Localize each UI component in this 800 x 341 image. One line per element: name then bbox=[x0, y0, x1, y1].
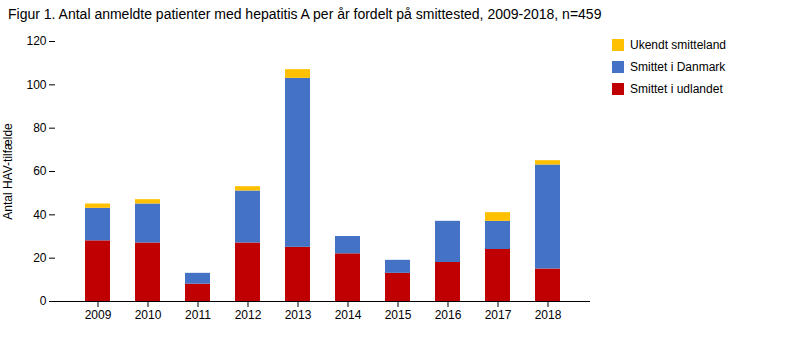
svg-text:80: 80 bbox=[33, 121, 47, 135]
svg-text:2015: 2015 bbox=[385, 308, 412, 322]
html-text:Smittet i Danmark: Smittet i Danmark bbox=[630, 60, 726, 74]
svg-text:2013: 2013 bbox=[285, 308, 312, 322]
svg-text:120: 120 bbox=[26, 34, 46, 48]
html-text:Ukendt smitteland: Ukendt smitteland bbox=[630, 38, 726, 52]
svg-text:2016: 2016 bbox=[435, 308, 462, 322]
svg-text:2012: 2012 bbox=[235, 308, 262, 322]
svg-text:2009: 2009 bbox=[85, 308, 112, 322]
svg-text:Antal HAV-tilfælde: Antal HAV-tilfælde bbox=[1, 123, 15, 220]
svg-text:2014: 2014 bbox=[335, 308, 362, 322]
svg-text:2011: 2011 bbox=[185, 308, 211, 322]
svg-text:60: 60 bbox=[33, 164, 47, 178]
svg-text:2018: 2018 bbox=[535, 308, 562, 322]
html-text:Smittet i udlandet: Smittet i udlandet bbox=[630, 82, 723, 96]
svg-text:100: 100 bbox=[26, 78, 46, 92]
svg-text:40: 40 bbox=[33, 208, 47, 222]
html-text:Figur 1. Antal anmeldte patien: Figur 1. Antal anmeldte patienter med he… bbox=[8, 6, 602, 22]
svg-text:2010: 2010 bbox=[135, 308, 162, 322]
svg-text:2017: 2017 bbox=[485, 308, 512, 322]
svg-text:20: 20 bbox=[33, 251, 47, 265]
svg-text:0: 0 bbox=[40, 294, 47, 308]
